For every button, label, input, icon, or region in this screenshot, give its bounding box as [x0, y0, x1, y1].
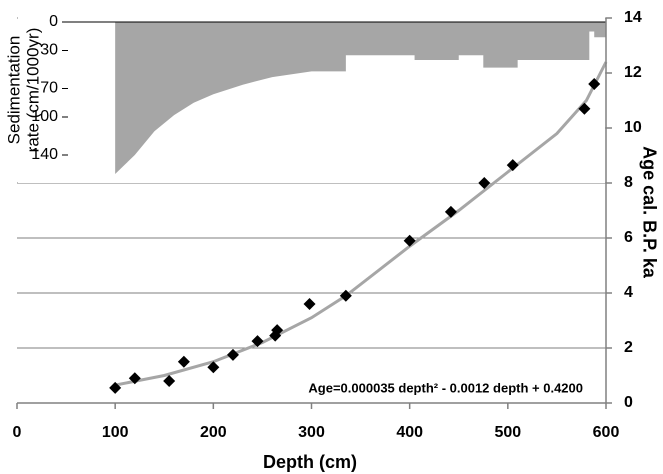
data-point [251, 335, 264, 348]
data-point [271, 324, 284, 337]
data-point [339, 289, 352, 302]
data-point [578, 102, 591, 115]
y-tick-label: 0 [624, 394, 633, 411]
data-point [177, 355, 190, 368]
data-point [403, 234, 416, 247]
data-point [444, 205, 457, 218]
data-point [506, 159, 519, 172]
sed-axis-title: rate (cm/1000yr) [23, 28, 42, 153]
y-tick-label: 10 [624, 119, 642, 136]
y-axis-title: Age cal. B.P. ka [639, 146, 659, 279]
x-axis-title: Depth (cm) [263, 452, 357, 472]
x-tick-label: 0 [13, 424, 22, 441]
y-tick-label: 2 [624, 339, 633, 356]
sed-tick-label: 100 [31, 108, 58, 125]
data-point [109, 381, 122, 394]
y-tick-label: 6 [624, 229, 633, 246]
sed-tick-label: 30 [40, 42, 58, 59]
annotation: Age=0.000035 depth² - 0.0012 depth + 0.4… [308, 380, 583, 395]
y-tick-label: 8 [624, 174, 633, 191]
data-point [163, 375, 176, 387]
y-tick-label: 4 [624, 284, 633, 301]
data-point [303, 298, 316, 310]
x-tick-label: 100 [102, 424, 129, 441]
sed-tick-label: 0 [49, 13, 58, 30]
sed-tick-label: 70 [40, 80, 58, 97]
data-point [478, 177, 491, 189]
x-tick-label: 200 [200, 424, 227, 441]
x-tick-label: 300 [298, 424, 325, 441]
x-tick-label: 400 [396, 424, 423, 441]
data-point [588, 78, 601, 90]
fit-curve [114, 61, 608, 387]
x-tick-label: 600 [593, 424, 620, 441]
y-tick-label: 14 [624, 9, 642, 26]
data-point [226, 348, 239, 361]
sed-area [115, 22, 607, 174]
x-tick-label: 500 [494, 424, 521, 441]
data-point [207, 361, 220, 374]
sed-axis-title: Sedimentation [4, 36, 23, 145]
data-point [128, 372, 141, 385]
sed-tick-label: 140 [31, 146, 58, 163]
y-tick-label: 12 [624, 64, 642, 81]
